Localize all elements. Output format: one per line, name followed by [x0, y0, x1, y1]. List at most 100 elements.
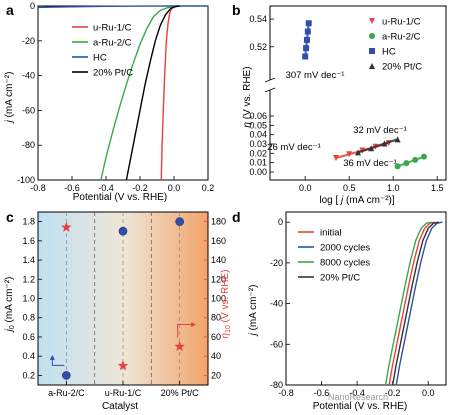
- panel-c-right-y-tick-label: 80: [211, 313, 221, 323]
- panel-b-slope-annotation: 26 mV dec⁻¹: [267, 142, 321, 153]
- panel-c-x-tick-label: a-Ru-2/C: [48, 388, 85, 398]
- panel-b-point-a-ru-2-c: [394, 163, 401, 170]
- panel-a-y-tick-label: -20: [22, 36, 35, 46]
- panel-c-left-y-tick-label: 1.0: [22, 294, 35, 304]
- panel-c-eta10-point: [117, 360, 129, 371]
- panel-a-y-axis-label: j (mA cm⁻²): [4, 72, 15, 125]
- panel-b-x-tick-label: 0.0: [299, 183, 312, 193]
- panel-b-point-20pct-pt-c: [355, 149, 361, 156]
- panel-b-legend-label: HC: [382, 47, 396, 58]
- panel-d-x-tick-label: 0.0: [422, 388, 435, 398]
- panel-b-point-20pct-pt-c: [381, 140, 388, 147]
- panel-c-right-y-axis-label: η10 (V vs. RHE): [220, 270, 232, 339]
- panel-c: c 0.2 0.4 0.6 0.8 1.0 1.2 1.4 1.6 1.8 20 40 60 80 100…: [4, 209, 232, 412]
- panel-b-point-a-ru-2-c: [421, 153, 427, 160]
- panel-a-x-tick-label: -0.4: [98, 183, 114, 193]
- panel-b-y-tick-label: 0.52: [249, 42, 267, 52]
- panel-d-y-tick-label: -40: [270, 299, 283, 309]
- panel-b-legend-marker: [369, 63, 375, 69]
- panel-d-series-line-20pct-pt-c: [391, 221, 440, 386]
- panel-d-y-tick-label: -20: [270, 258, 283, 268]
- panel-b-legend-label: 20% Pt/C: [382, 62, 422, 73]
- panel-a-plot-area: -0.8 -0.6 -0.4 -0.2 0.0 0.2 0 -20 -40 -60 -80 -100: [17, 1, 214, 193]
- panel-b-y-tick-label: 0.06: [249, 111, 267, 121]
- panel-a-legend-label: u-Ru-1/C: [93, 23, 132, 34]
- panel-a-y-tick-label: -100: [17, 175, 35, 185]
- panel-c-eta10-point: [174, 341, 185, 352]
- panel-b-point-20pct-pt-c: [394, 136, 401, 143]
- panel-b-point-hc: [302, 53, 309, 60]
- panel-a: a -0.8 -0.6 -0.4 -0.2 0.0 0.2 0 -20 -40 -60 -80 -10…: [4, 1, 214, 203]
- panel-b-x-axis-label: log [ j (mA cm⁻²)]: [319, 195, 395, 206]
- panel-c-right-y-tick-label: 100: [211, 294, 226, 304]
- panel-d-x-axis-label: Potential (V vs. RHE): [313, 401, 407, 412]
- panel-b-axis-break-mark: [264, 77, 276, 83]
- panel-b-legend-marker: [369, 33, 375, 39]
- panel-b-point-20pct-pt-c: [368, 145, 375, 152]
- panel-c-right-y-tick-label: 40: [211, 351, 221, 361]
- panel-d-x-tick-label: -0.6: [314, 388, 330, 398]
- panel-b-plot-area: 0.0 0.5 1.0 1.5 0.54 0.52 0.060.050.040.030.02…: [249, 5, 447, 193]
- panel-b-axis-break-gap: [267, 80, 273, 90]
- panel-b-y-tick-label: 0.04: [249, 130, 267, 140]
- panel-b-label: b: [232, 2, 241, 18]
- panel-a-x-tick-label: -0.6: [64, 183, 80, 193]
- panel-b-slope-annotation: 32 mV dec⁻¹: [353, 125, 407, 136]
- watermark: NanoResearch: [328, 392, 388, 402]
- panel-d-y-axis-label: j (mA cm⁻²): [248, 285, 259, 338]
- panel-c-right-y-tick-label: 180: [211, 217, 226, 227]
- panel-d-y-tick-label: 0: [278, 217, 283, 227]
- panel-b-x-tick-label: 0.5: [343, 183, 356, 193]
- panel-d-frame: [285, 211, 447, 386]
- panel-b-point-a-ru-2-c: [412, 156, 419, 163]
- panel-c-left-y-tick-label: 0.2: [22, 370, 35, 380]
- panel-a-x-tick-label: 0.0: [168, 183, 181, 193]
- panel-b-y-tick-label: 0.05: [249, 120, 267, 130]
- panel-d-label: d: [232, 209, 241, 225]
- panel-b-point-hc: [303, 36, 310, 43]
- panel-a-series-line-20pct-pt-c: [125, 5, 180, 181]
- panel-b-legend-label: a-Ru-2/C: [382, 32, 421, 43]
- panel-c-left-y-tick-label: 1.6: [22, 236, 35, 246]
- panel-a-legend-label: a-Ru-2/C: [93, 38, 132, 49]
- panel-b-slope-annotation: 307 mV dec⁻¹: [286, 70, 345, 81]
- panel-a-y-tick-label: -80: [22, 140, 35, 150]
- panel-b-fit-line-20pct-pt-c: [357, 138, 398, 154]
- panel-b-y-tick-label: 0.02: [249, 148, 267, 158]
- panel-b-y-tick-label: 0.54: [249, 14, 267, 24]
- panel-c-x-tick-label: u-Ru-1/C: [105, 388, 142, 398]
- panel-a-x-tick-label: -0.8: [30, 183, 46, 193]
- panel-a-series-line-a-ru-2-c: [100, 5, 181, 181]
- panel-b-x-tick-label: 1.0: [387, 183, 400, 193]
- panel-c-right-y-tick-label: 140: [211, 255, 226, 265]
- panel-a-x-axis-label: Potential (V vs. RHE): [73, 192, 167, 203]
- panel-b-legend-marker: [369, 48, 375, 54]
- panel-b-point-u-ru-1-c: [346, 151, 353, 158]
- panel-c-left-y-tick-label: 1.4: [22, 255, 35, 265]
- panel-c-left-y-tick-label: 0.6: [22, 332, 35, 342]
- panel-c-eta10-point: [61, 221, 72, 232]
- panel-c-left-y-axis-label: j0 (mA cm⁻²): [4, 277, 16, 334]
- panel-b-point-a-ru-2-c: [403, 160, 410, 167]
- panel-b-y-tick-label: 0.00: [249, 167, 267, 177]
- panel-b-x-tick-label: 1.5: [431, 183, 444, 193]
- panel-c-right-y-tick-label: 60: [211, 332, 221, 342]
- panel-c-right-y-tick-label: 120: [211, 274, 226, 284]
- panel-c-x-axis-label: Catalyst: [102, 401, 138, 412]
- panel-d-y-tick-label: -60: [270, 339, 283, 349]
- panel-b-point-hc: [303, 45, 310, 52]
- panel-c-left-axis-arrow: [49, 354, 65, 366]
- panel-b-y-axis-label: η (V vs. RHE): [242, 66, 253, 127]
- panel-c-left-y-tick-label: 1.2: [22, 274, 35, 284]
- panel-d-series-line-8000-cycles: [384, 221, 432, 386]
- panel-d-legend: initial 2000 cycles 8000 cycles 20% Pt/C: [298, 228, 370, 284]
- panel-d-legend-label: initial: [320, 228, 342, 239]
- panel-b-slope-annotation: 36 mV dec⁻¹: [343, 158, 397, 169]
- panel-d-legend-label: 2000 cycles: [320, 243, 370, 254]
- panel-b-axis-break-mark: [264, 87, 276, 93]
- panel-c-right-y-tick-label: 160: [211, 236, 226, 246]
- panel-d-series-line-2000-cycles: [395, 221, 443, 386]
- panel-b-point-hc: [305, 20, 312, 27]
- panel-c-label: c: [6, 209, 14, 225]
- panel-c-left-y-tick-label: 0.4: [22, 351, 35, 361]
